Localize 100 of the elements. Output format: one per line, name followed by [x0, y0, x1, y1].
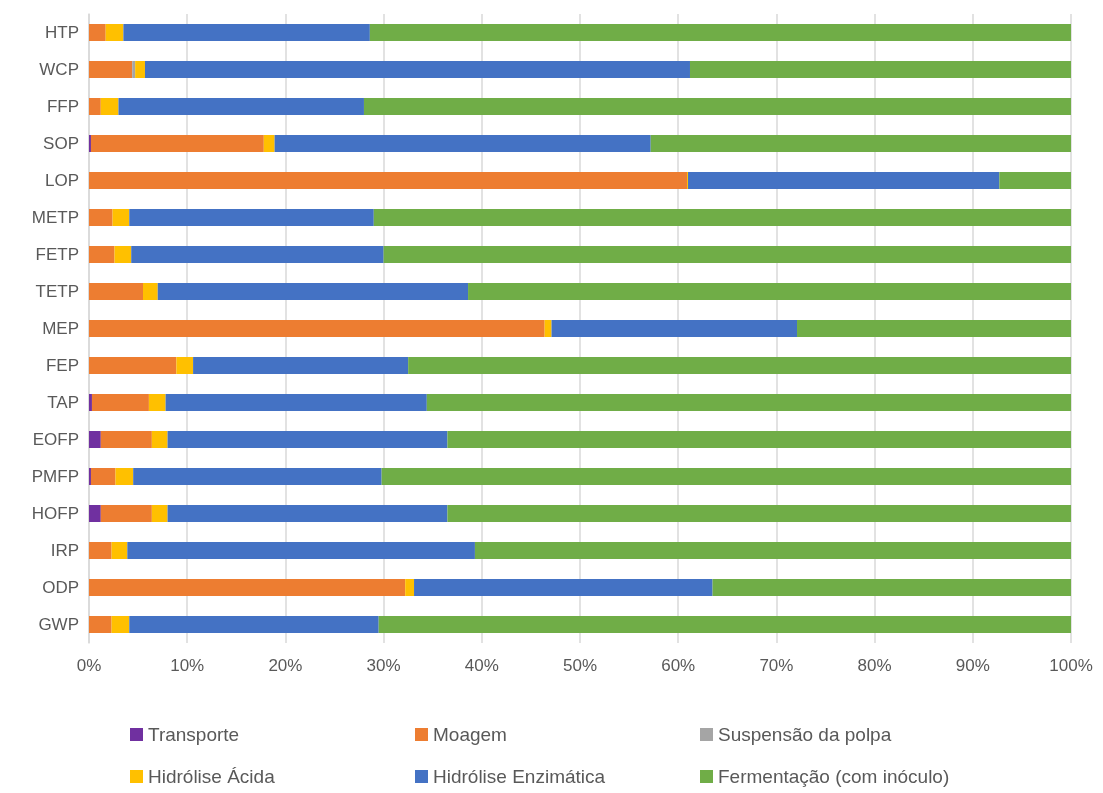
- y-tick-label: WCP: [39, 60, 79, 79]
- bar: [148, 394, 166, 411]
- bar: [90, 468, 116, 485]
- bar: [100, 505, 152, 522]
- y-tick-label: FETP: [35, 245, 79, 264]
- y-tick-label: FFP: [46, 97, 79, 116]
- bar: [89, 579, 406, 596]
- y-tick-label: TETP: [35, 282, 79, 301]
- bar: [405, 579, 415, 596]
- x-tick-label: 40%: [464, 656, 499, 675]
- bar: [111, 616, 130, 633]
- bar: [551, 320, 798, 337]
- y-tick-label: METP: [31, 208, 79, 227]
- legend-label: Fermentação (com inóculo): [718, 766, 950, 787]
- bar: [123, 24, 370, 41]
- x-tick-label: 60%: [661, 656, 696, 675]
- bar: [167, 505, 448, 522]
- bar: [89, 246, 115, 263]
- bar: [131, 246, 384, 263]
- y-tick-label: HOFP: [31, 504, 79, 523]
- legend-label: Moagem: [433, 724, 507, 745]
- bar: [688, 172, 1000, 189]
- bar: [426, 394, 1071, 411]
- bar: [193, 357, 409, 374]
- legend-label: Transporte: [148, 724, 240, 745]
- bar: [383, 246, 1071, 263]
- y-tick-label: TAP: [47, 393, 79, 412]
- bar: [373, 209, 1071, 226]
- bar: [114, 246, 132, 263]
- bar: [89, 431, 101, 448]
- bar: [89, 616, 112, 633]
- bar: [118, 98, 364, 115]
- bar: [474, 542, 1071, 559]
- y-tick-label: HTP: [45, 23, 79, 42]
- bar: [468, 283, 1071, 300]
- bar: [115, 468, 134, 485]
- bar: [90, 135, 264, 152]
- bar: [129, 616, 379, 633]
- bar: [414, 579, 713, 596]
- y-tick-label: IRP: [50, 541, 79, 560]
- legend-label: Hidrólise Ácida: [148, 766, 276, 787]
- bar: [89, 172, 688, 189]
- y-tick-label: PMFP: [31, 467, 79, 486]
- bar: [447, 505, 1071, 522]
- bar: [544, 320, 552, 337]
- bar: [111, 542, 128, 559]
- bar: [100, 431, 152, 448]
- bar: [263, 135, 275, 152]
- bar: [89, 357, 177, 374]
- bar: [378, 616, 1071, 633]
- x-tick-label: 90%: [955, 656, 990, 675]
- bar: [132, 61, 136, 78]
- bar: [408, 357, 1071, 374]
- bar: [89, 394, 92, 411]
- bar: [999, 172, 1071, 189]
- bar: [650, 135, 1071, 152]
- bar: [133, 468, 382, 485]
- y-tick-label: SOP: [43, 134, 79, 153]
- bar: [89, 505, 101, 522]
- y-tick-label: FEP: [45, 356, 79, 375]
- x-tick-label: 50%: [562, 656, 598, 675]
- bar: [89, 24, 106, 41]
- legend-label: Hidrólise Enzimática: [433, 766, 606, 787]
- y-tick-label: LOP: [44, 171, 79, 190]
- bar: [89, 542, 112, 559]
- bar: [100, 98, 119, 115]
- bar: [91, 394, 149, 411]
- x-tick-label: 0%: [76, 656, 102, 675]
- bar: [143, 283, 158, 300]
- y-tick-label: EOFP: [32, 430, 79, 449]
- x-tick-label: 70%: [759, 656, 794, 675]
- bar: [105, 24, 124, 41]
- bar: [144, 61, 690, 78]
- y-tick-label: GWP: [38, 615, 79, 634]
- bar: [797, 320, 1071, 337]
- x-tick-label: 100%: [1049, 656, 1093, 675]
- x-tick-label: 80%: [857, 656, 892, 675]
- bar: [274, 135, 651, 152]
- bar: [176, 357, 194, 374]
- bar: [151, 431, 168, 448]
- legend-label: Suspensão da polpa: [718, 724, 892, 745]
- bar: [89, 61, 133, 78]
- y-tick-label: ODP: [42, 578, 79, 597]
- bar: [165, 394, 427, 411]
- bar: [127, 542, 475, 559]
- bar: [712, 579, 1071, 596]
- y-tick-label: MEP: [42, 319, 79, 338]
- bar: [89, 209, 113, 226]
- x-tick-label: 10%: [170, 656, 205, 675]
- bar: [363, 98, 1071, 115]
- bar: [89, 98, 101, 115]
- bar: [381, 468, 1071, 485]
- bar: [447, 431, 1071, 448]
- x-tick-label: 20%: [268, 656, 303, 675]
- bar: [369, 24, 1071, 41]
- bar: [151, 505, 168, 522]
- x-tick-label: 30%: [366, 656, 401, 675]
- bar: [135, 61, 145, 78]
- bar: [112, 209, 130, 226]
- bar: [89, 283, 144, 300]
